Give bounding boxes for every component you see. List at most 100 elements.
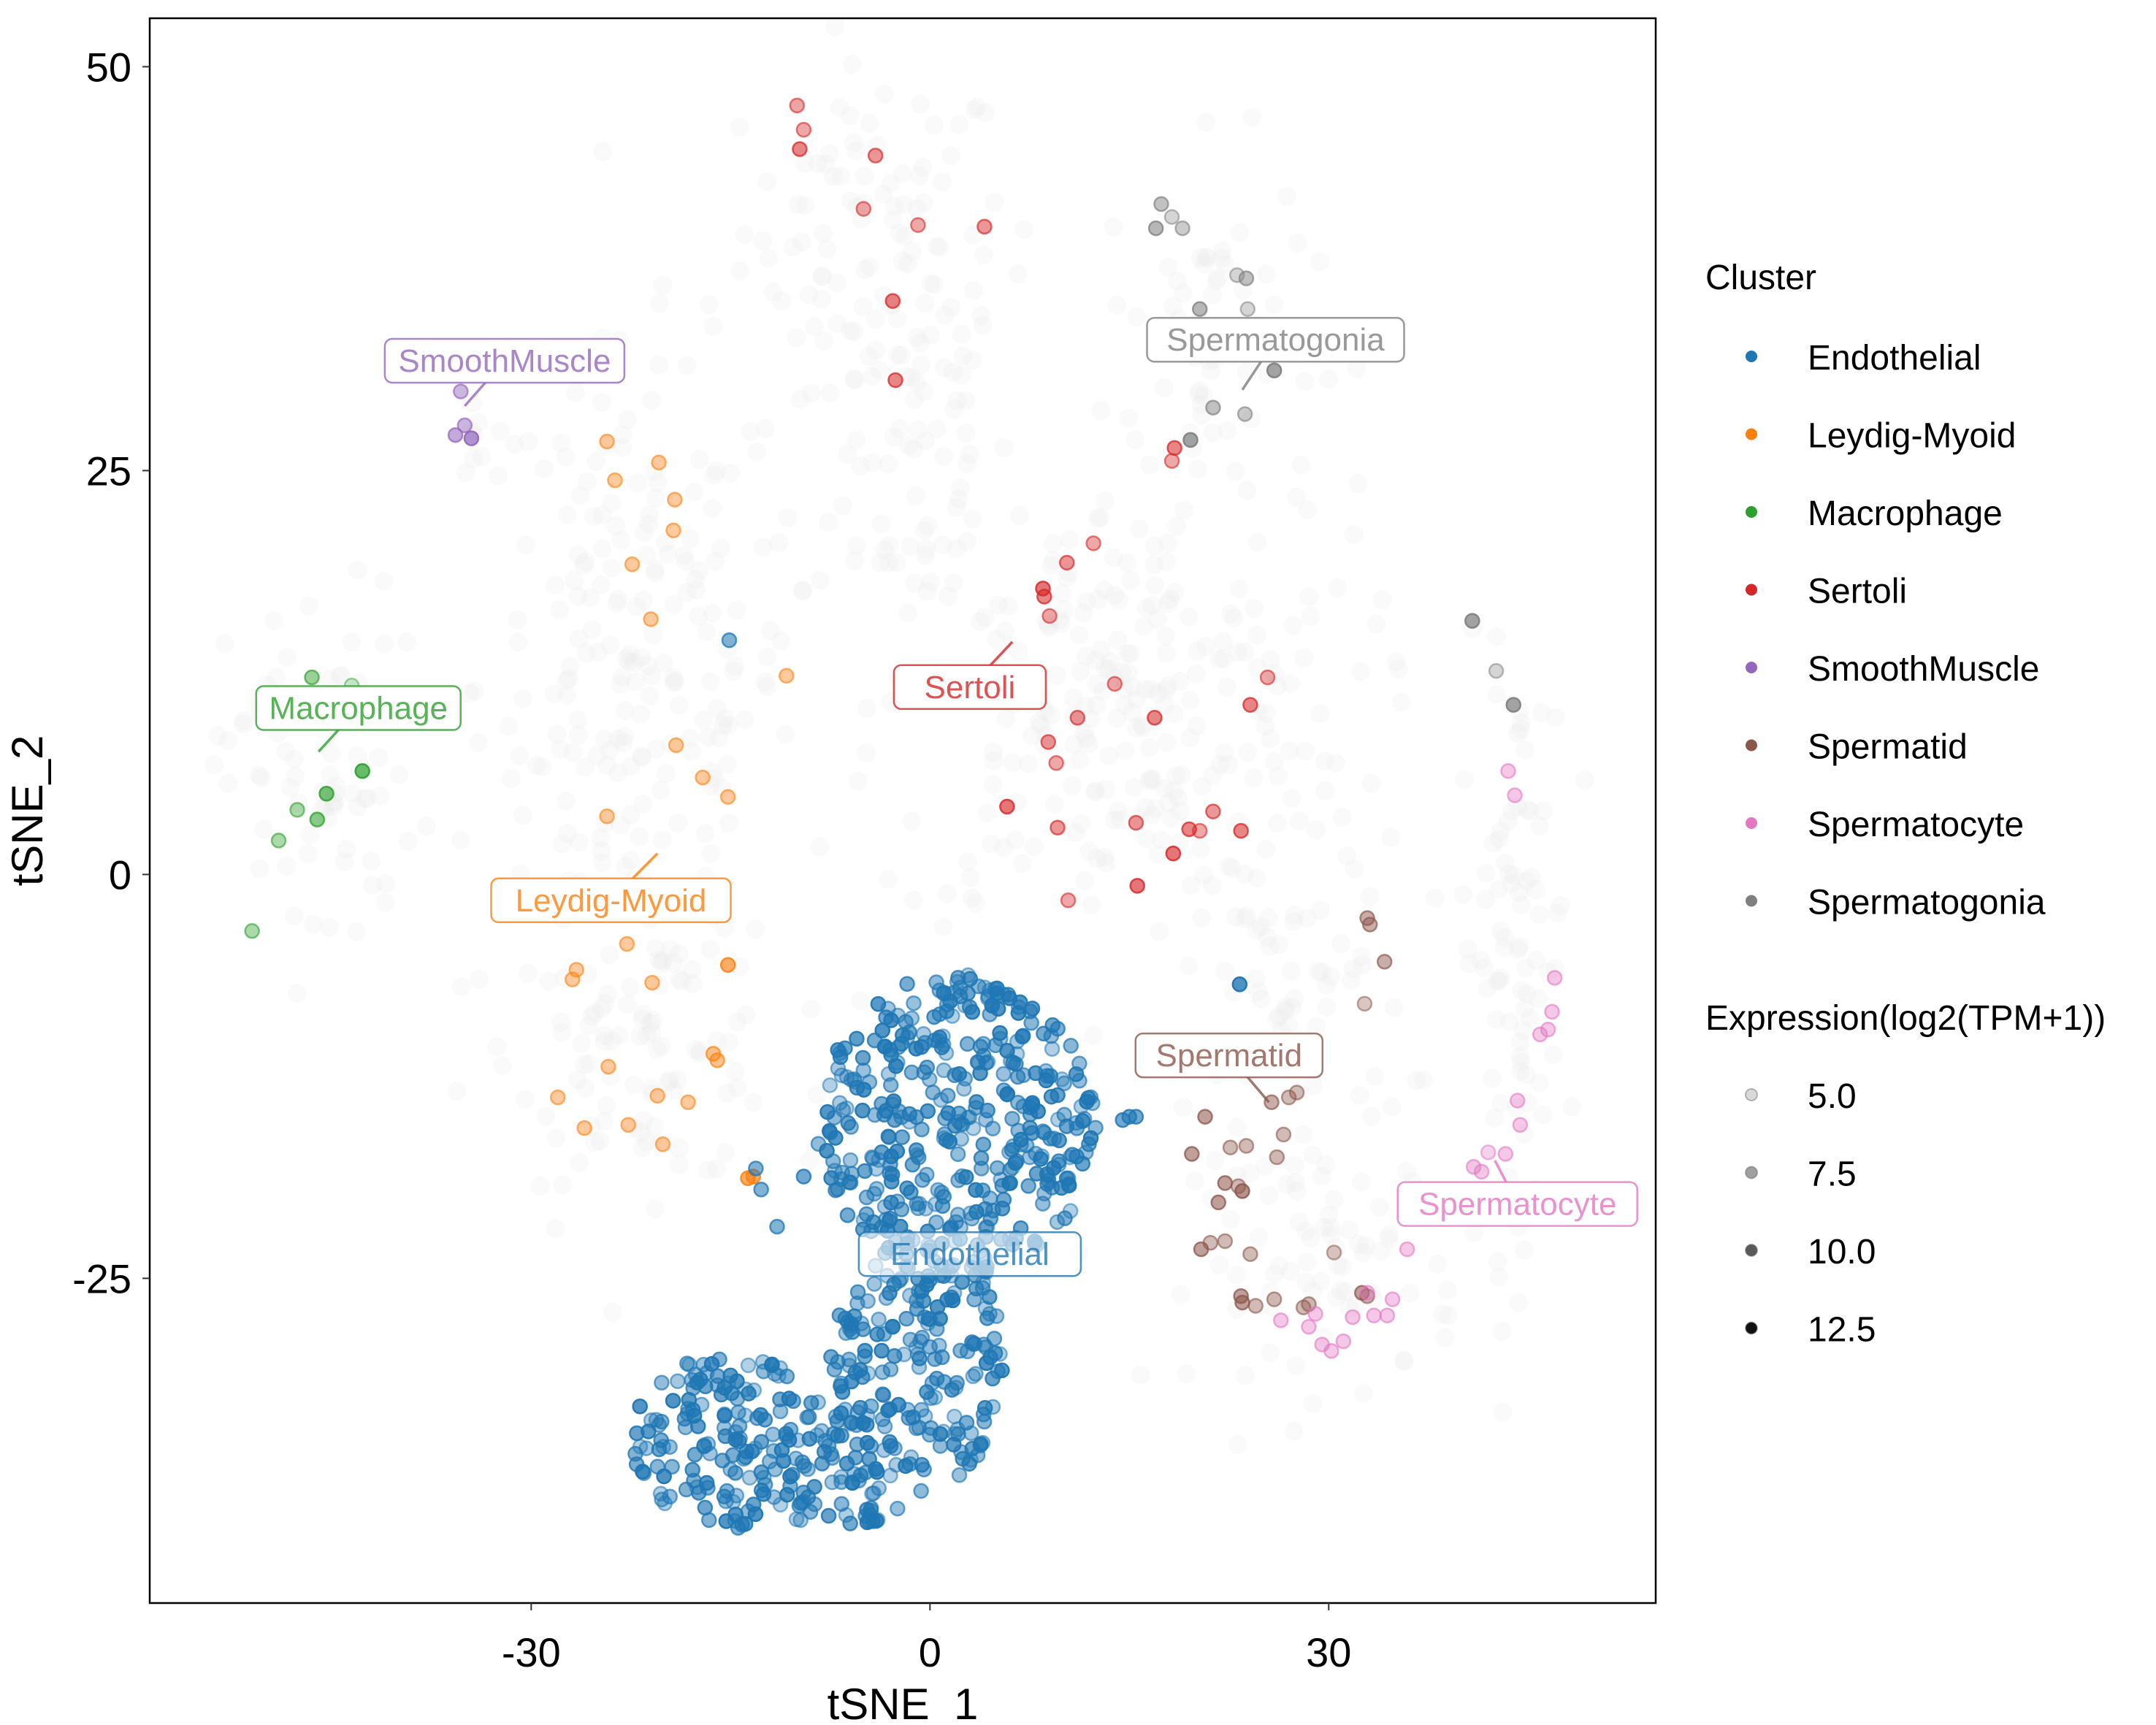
- cell-point: [1128, 814, 1144, 831]
- background-cell-point: [643, 625, 663, 645]
- background-cell-point: [904, 390, 924, 410]
- background-cell-point: [1104, 810, 1124, 830]
- background-cell-point: [656, 764, 676, 784]
- background-cell-point: [584, 507, 603, 527]
- cell-point: [959, 1343, 976, 1360]
- background-cell-point: [924, 115, 944, 135]
- x-axis-title: tSNE_1: [827, 1680, 979, 1725]
- legend-key-macrophage: [1746, 506, 1757, 518]
- cell-point: [651, 1417, 668, 1434]
- background-cell-point: [589, 642, 608, 662]
- background-cell-point: [1488, 971, 1507, 991]
- cell-point: [869, 1326, 885, 1342]
- background-cell-point: [1471, 950, 1491, 970]
- background-cell-point: [597, 755, 617, 775]
- background-cell-point: [562, 743, 582, 762]
- background-cell-point: [795, 196, 815, 215]
- cell-point: [690, 1418, 706, 1434]
- x-tick-label: 30: [1306, 1629, 1351, 1675]
- background-cell-point: [670, 695, 689, 715]
- background-cell-point: [1043, 534, 1063, 554]
- background-cell-point: [890, 419, 909, 439]
- background-cell-point: [1125, 430, 1145, 450]
- background-cell-point: [1240, 1163, 1260, 1182]
- background-cell-point: [643, 1011, 663, 1030]
- cluster-label-leydig-myoid: Leydig-Myoid: [490, 852, 732, 924]
- background-cell-point: [1487, 684, 1507, 704]
- background-cell-point: [551, 739, 570, 759]
- background-cell-point: [933, 917, 953, 937]
- background-cell-point: [1144, 555, 1164, 575]
- background-cell-point: [1258, 908, 1278, 927]
- background-cell-point: [717, 754, 737, 774]
- background-cell-point: [801, 999, 821, 1019]
- background-cell-point: [981, 834, 1001, 854]
- background-cell-point: [1499, 1012, 1519, 1032]
- background-cell-point: [932, 172, 952, 192]
- background-cell-point: [536, 1106, 556, 1126]
- background-cell-point: [337, 839, 356, 859]
- background-cell-point: [1491, 921, 1510, 941]
- cell-point: [654, 1136, 671, 1152]
- cell-point: [824, 1474, 841, 1491]
- background-cell-point: [637, 1132, 657, 1152]
- cell-point: [1004, 1141, 1020, 1158]
- background-cell-point: [1055, 600, 1074, 619]
- background-cell-point: [1249, 982, 1269, 1001]
- background-cell-point: [1260, 729, 1280, 749]
- background-cell-point: [1222, 859, 1242, 879]
- cell-point: [1205, 399, 1221, 416]
- background-cell-point: [1158, 676, 1177, 696]
- background-cell-point: [1123, 677, 1143, 697]
- cell-point: [886, 1347, 903, 1364]
- background-cell-point: [587, 746, 607, 765]
- background-cell-point: [812, 266, 832, 286]
- background-cell-point: [812, 289, 832, 309]
- background-cell-point: [621, 850, 641, 870]
- cell-point: [1222, 1139, 1239, 1155]
- cell-point: [696, 1438, 712, 1455]
- cell-point: [1046, 1131, 1063, 1147]
- background-cell-point: [753, 231, 773, 250]
- cell-point: [1366, 1307, 1382, 1324]
- cell-point: [769, 1218, 785, 1235]
- cell-point: [564, 971, 581, 987]
- background-cell-point: [1192, 776, 1212, 796]
- cell-point: [1020, 1178, 1036, 1194]
- cell-point: [861, 1513, 878, 1529]
- label-box: [892, 664, 1047, 711]
- cell-point: [1307, 1306, 1323, 1322]
- background-cell-point: [234, 714, 253, 734]
- background-cell-point: [1282, 998, 1302, 1017]
- cell-point: [289, 802, 305, 818]
- background-cell-point: [736, 1005, 756, 1025]
- background-cell-point: [608, 589, 628, 609]
- background-cell-point: [597, 1095, 616, 1115]
- background-cell-point: [1196, 248, 1215, 267]
- cell-point: [901, 1106, 918, 1122]
- background-cell-point: [865, 309, 885, 329]
- background-cell-point: [1312, 963, 1331, 982]
- cell-point: [999, 798, 1015, 815]
- label-box: [1396, 1181, 1638, 1227]
- background-cell-point: [631, 704, 651, 724]
- background-cell-point: [1289, 811, 1309, 831]
- cell-point: [722, 1461, 738, 1477]
- background-cell-point: [1047, 665, 1066, 685]
- background-cell-point: [1247, 532, 1267, 552]
- background-cell-point: [1228, 643, 1247, 662]
- cluster-label-endothelial: Endothelial: [857, 1231, 1082, 1277]
- background-cell-point: [1156, 552, 1176, 572]
- legend-key-endothelial: [1746, 351, 1757, 362]
- background-cell-point: [646, 739, 666, 759]
- background-cell-point: [576, 1078, 595, 1098]
- background-cell-point: [900, 537, 920, 556]
- background-cell-point: [1515, 998, 1534, 1018]
- background-cell-point: [1148, 684, 1168, 703]
- background-cell-point: [613, 425, 632, 445]
- background-cell-point: [953, 346, 973, 366]
- background-cell-point: [460, 684, 480, 703]
- cell-point: [840, 1115, 857, 1131]
- background-cell-point: [592, 999, 611, 1019]
- background-cell-point: [626, 672, 646, 692]
